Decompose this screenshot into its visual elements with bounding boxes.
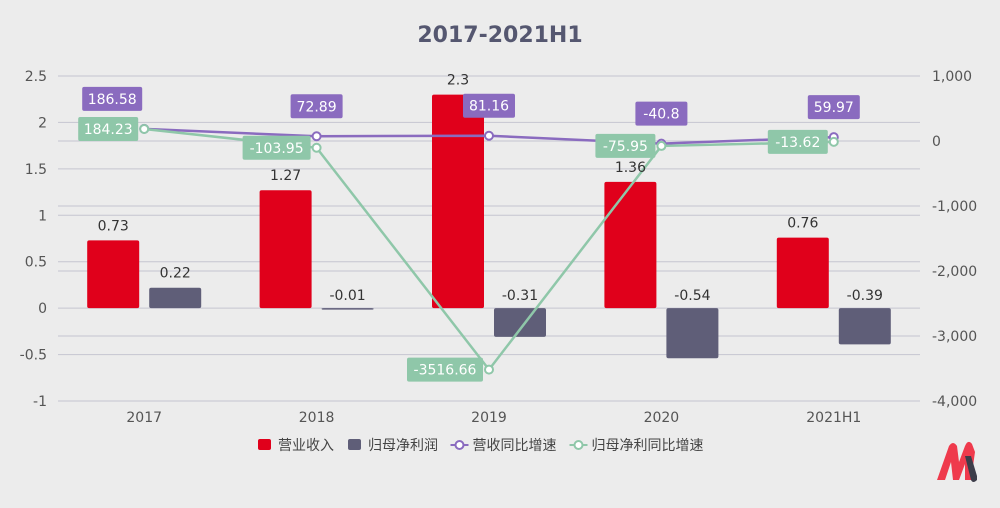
- bar-net-profit: [321, 308, 374, 310]
- left-tick-label: 1.5: [25, 162, 47, 178]
- line-point: [828, 136, 839, 147]
- legend-label: 归母净利同比增速: [592, 437, 704, 454]
- line-profit-growth: [144, 127, 834, 372]
- line-data-label: -3516.66: [407, 357, 483, 382]
- line-point: [484, 364, 494, 375]
- line-data-label: -75.95: [595, 133, 656, 158]
- line-data-label: -13.62: [767, 129, 828, 154]
- legend-item[interactable]: 营收同比增速: [450, 438, 557, 454]
- svg-text:-40.8: -40.8: [643, 107, 679, 123]
- right-tick-label: 0: [932, 134, 941, 150]
- legend-label: 营业收入: [278, 438, 334, 454]
- left-tick-label: 0: [38, 301, 47, 317]
- x-tick-label: 2020: [644, 410, 680, 426]
- line-data-label: 81.16: [463, 93, 515, 118]
- svg-text:81.16: 81.16: [469, 99, 509, 115]
- legend-label: 营收同比增速: [473, 438, 557, 454]
- bar-net-profit: [838, 308, 891, 345]
- bar-revenue: [776, 237, 829, 309]
- bar-net-profit: [149, 287, 202, 309]
- x-tick-label: 2017: [126, 410, 162, 426]
- legend-label: 归母净利润: [368, 437, 438, 454]
- line-data-label: 59.97: [807, 95, 860, 120]
- line-data-label: 186.58: [82, 86, 143, 111]
- legend-swatch: [258, 439, 271, 450]
- svg-text:-13.62: -13.62: [775, 135, 820, 151]
- bar-data-label: -0.31: [502, 288, 538, 304]
- bar-data-label: 0.76: [787, 216, 818, 232]
- x-tick-label: 2018: [299, 410, 335, 426]
- line-point: [311, 142, 322, 153]
- right-tick-label: -2,000: [932, 264, 977, 280]
- bar-revenue: [432, 94, 484, 309]
- legend-swatch: [348, 439, 361, 450]
- bar-revenue: [87, 240, 140, 309]
- left-tick-label: 2: [38, 115, 47, 131]
- legend-item[interactable]: 营业收入: [258, 438, 334, 454]
- line-data-label: -40.8: [635, 101, 688, 126]
- bar-data-label: 1.27: [270, 168, 301, 184]
- bar-data-label: 2.3: [447, 73, 469, 89]
- line-data-label: 184.23: [78, 117, 139, 142]
- legend-item[interactable]: 归母净利同比增速: [569, 437, 704, 454]
- right-tick-label: 1,000: [932, 69, 972, 85]
- right-tick-label: -4,000: [932, 394, 977, 410]
- x-tick-label: 2021H1: [806, 410, 861, 426]
- line-point: [656, 140, 667, 151]
- left-tick-label: -1: [33, 394, 47, 410]
- svg-text:184.23: 184.23: [84, 122, 133, 138]
- svg-text:72.89: 72.89: [297, 99, 337, 115]
- chart-title: 2017-2021H1: [417, 23, 582, 48]
- bar-data-label: 0.22: [160, 266, 191, 282]
- bar-data-label: 1.36: [615, 160, 646, 176]
- left-tick-label: 2.5: [25, 69, 47, 85]
- bar-data-label: -0.54: [674, 288, 710, 304]
- bar-net-profit: [494, 308, 546, 337]
- line-point: [484, 130, 494, 141]
- svg-text:-103.95: -103.95: [250, 141, 304, 157]
- right-tick-label: -3,000: [932, 329, 977, 345]
- legend-swatch: [454, 440, 465, 450]
- svg-text:-3516.66: -3516.66: [414, 363, 477, 379]
- left-tick-label: 1: [38, 208, 47, 224]
- bar-data-label: -0.39: [847, 288, 883, 304]
- svg-text:-75.95: -75.95: [603, 139, 648, 155]
- line-data-label: 72.89: [290, 94, 343, 119]
- bar-net-profit: [666, 308, 719, 359]
- line-data-label: -103.95: [242, 135, 311, 160]
- svg-text:186.58: 186.58: [88, 92, 137, 108]
- x-tick-label: 2019: [471, 410, 507, 426]
- legend-swatch: [573, 440, 584, 450]
- left-tick-label: -0.5: [20, 348, 47, 364]
- svg-text:59.97: 59.97: [814, 100, 854, 116]
- line-point: [311, 131, 322, 142]
- legend-item[interactable]: 归母净利润: [348, 437, 438, 454]
- left-tick-label: 0.5: [25, 255, 47, 271]
- bar-data-label: 0.73: [98, 218, 129, 234]
- line-point: [139, 124, 150, 135]
- logo: [937, 441, 977, 482]
- bar-revenue: [604, 181, 657, 309]
- bar-revenue: [259, 190, 312, 309]
- bar-data-label: -0.01: [329, 288, 365, 304]
- right-tick-label: -1,000: [932, 199, 977, 215]
